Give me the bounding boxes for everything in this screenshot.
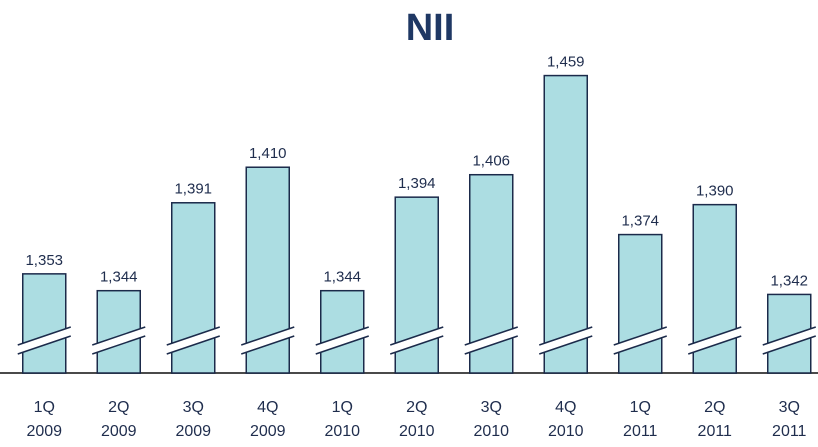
axis-break-edge [762, 335, 816, 355]
value-label: 1,353 [25, 252, 63, 269]
axis-break [166, 327, 220, 354]
value-label: 1,406 [472, 153, 510, 170]
x-tick-label: 3Q 2009 [175, 399, 212, 440]
value-label: 1,342 [770, 272, 808, 289]
axis-break [762, 327, 816, 354]
axis-break [464, 327, 518, 354]
axis-break [613, 327, 667, 354]
x-tick-label: 2Q 2011 [697, 399, 732, 440]
axis-break [390, 327, 444, 354]
axis-break-edge [390, 335, 444, 355]
axis-break-edge [17, 335, 71, 355]
x-tick-label: 1Q 2011 [623, 399, 658, 440]
axis-break-edge [539, 335, 593, 355]
axis-break-edge [688, 335, 742, 355]
chart-title: NII [406, 7, 455, 49]
axis-break-edge [613, 335, 667, 355]
value-label: 1,344 [323, 269, 361, 286]
axis-break-edge [315, 326, 369, 346]
axis-break-edge [464, 326, 518, 346]
bar [543, 74, 588, 374]
axis-break-edge [613, 326, 667, 346]
x-tick-label: 4Q 2010 [547, 399, 584, 440]
x-tick-label: 3Q 2010 [473, 399, 510, 440]
x-tick-label: 1Q 2009 [26, 399, 63, 440]
x-tick-label: 3Q 2011 [772, 399, 807, 440]
axis-break [688, 327, 742, 354]
axis-break-edge [166, 326, 220, 346]
axis-break [241, 327, 295, 354]
x-tick-label: 4Q 2009 [249, 399, 286, 440]
value-label: 1,390 [696, 183, 734, 200]
axis-break-edge [315, 335, 369, 355]
value-label: 1,410 [249, 145, 287, 162]
axis-break-edge [92, 335, 146, 355]
axis-break [92, 327, 146, 354]
axis-break-edge [17, 326, 71, 346]
value-label: 1,391 [174, 181, 212, 198]
value-label: 1,394 [398, 175, 436, 192]
axis-break-edge [166, 335, 220, 355]
axis-break-edge [539, 326, 593, 346]
axis-break-edge [762, 326, 816, 346]
x-tick-label: 1Q 2010 [324, 399, 361, 440]
x-tick-label: 2Q 2009 [100, 399, 137, 440]
bar [618, 233, 663, 374]
axis-break [315, 327, 369, 354]
axis-break-edge [241, 326, 295, 346]
axis-break-edge [464, 335, 518, 355]
axis-break [539, 327, 593, 354]
x-tick-label: 2Q 2010 [398, 399, 435, 440]
bar [22, 273, 67, 374]
value-label: 1,459 [547, 54, 585, 71]
axis-break-edge [92, 326, 146, 346]
axis-break-edge [390, 326, 444, 346]
value-label: 1,344 [100, 269, 138, 286]
axis-break-edge [241, 335, 295, 355]
value-label: 1,374 [621, 213, 659, 230]
axis-break-edge [688, 326, 742, 346]
axis-break [17, 327, 71, 354]
